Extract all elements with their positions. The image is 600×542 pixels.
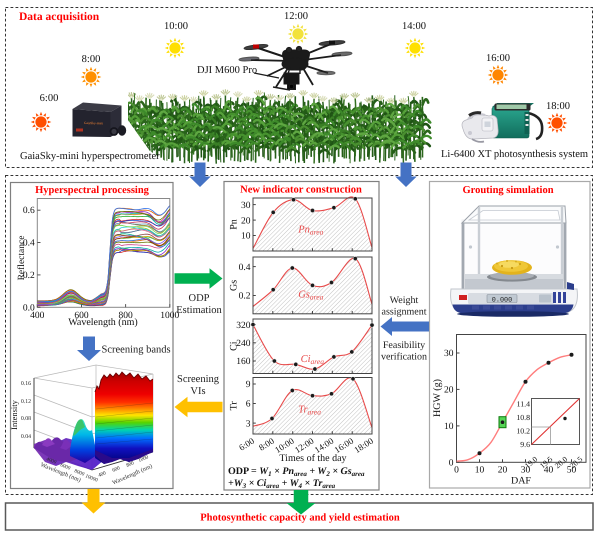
svg-text:11.4: 11.4 bbox=[517, 400, 530, 409]
svg-text:Screening: Screening bbox=[177, 374, 220, 385]
svg-text:320: 320 bbox=[236, 321, 251, 331]
svg-text:Tr: Tr bbox=[229, 401, 240, 411]
svg-text:Photosynthetic capacity and yi: Photosynthetic capacity and yield estima… bbox=[200, 513, 400, 524]
svg-text:10: 10 bbox=[241, 232, 251, 242]
svg-text:Intensity: Intensity bbox=[9, 399, 19, 429]
svg-text:Wavelength (nm): Wavelength (nm) bbox=[68, 317, 137, 328]
svg-text:9.6: 9.6 bbox=[520, 440, 530, 449]
svg-text:6:00: 6:00 bbox=[40, 93, 59, 104]
svg-text:16:00: 16:00 bbox=[486, 53, 510, 64]
svg-text:0.08: 0.08 bbox=[21, 416, 31, 422]
svg-text:HGW (g): HGW (g) bbox=[432, 379, 443, 417]
svg-text:30: 30 bbox=[444, 349, 454, 359]
svg-text:0.4: 0.4 bbox=[239, 263, 251, 273]
svg-text:20: 20 bbox=[241, 216, 251, 226]
svg-text:Gs: Gs bbox=[229, 280, 240, 291]
svg-text:0.2: 0.2 bbox=[239, 292, 251, 302]
svg-text:ODP: ODP bbox=[188, 293, 209, 304]
svg-text:Data acquisition: Data acquisition bbox=[19, 11, 100, 23]
svg-text:Pn: Pn bbox=[229, 219, 240, 230]
svg-text:VIs: VIs bbox=[190, 386, 205, 397]
svg-text:9: 9 bbox=[246, 380, 251, 390]
svg-text:DJI M600 Pro: DJI M600 Pro bbox=[197, 65, 257, 76]
svg-text:Grouting simulation: Grouting simulation bbox=[462, 185, 553, 196]
svg-text:10.2: 10.2 bbox=[516, 427, 530, 436]
svg-text:10:00: 10:00 bbox=[164, 21, 188, 32]
svg-text:New indicator construction: New indicator construction bbox=[240, 185, 362, 196]
svg-text:0.12: 0.12 bbox=[21, 399, 31, 405]
svg-text:30: 30 bbox=[241, 201, 251, 211]
svg-text:verification: verification bbox=[381, 352, 427, 363]
svg-text:0: 0 bbox=[454, 466, 459, 476]
svg-text:DAF: DAF bbox=[511, 476, 531, 487]
svg-text:20: 20 bbox=[444, 386, 454, 396]
svg-text:0.000: 0.000 bbox=[492, 297, 512, 305]
svg-text:Estimation: Estimation bbox=[176, 305, 222, 316]
svg-text:GaiaSky-mini: GaiaSky-mini bbox=[84, 121, 103, 125]
svg-text:Li-6400 XT photosynthesis syst: Li-6400 XT photosynthesis system bbox=[441, 149, 588, 160]
svg-text:0.04: 0.04 bbox=[21, 434, 31, 440]
svg-text:12:00: 12:00 bbox=[284, 11, 308, 22]
svg-text:Hyperspectral processing: Hyperspectral processing bbox=[35, 185, 150, 196]
svg-text:3: 3 bbox=[246, 419, 251, 429]
svg-text:GaiaSky-mini hyperspectrometer: GaiaSky-mini hyperspectrometer bbox=[20, 151, 160, 162]
svg-text:Ci: Ci bbox=[229, 341, 240, 351]
svg-text:assignment: assignment bbox=[382, 307, 427, 318]
svg-text:20: 20 bbox=[498, 466, 508, 476]
svg-text:18:00: 18:00 bbox=[546, 101, 570, 112]
svg-text:0.16: 0.16 bbox=[21, 381, 31, 387]
svg-text:Times of the day: Times of the day bbox=[279, 453, 346, 464]
svg-text:Screening bands: Screening bands bbox=[102, 345, 171, 356]
svg-text:Reflectance: Reflectance bbox=[17, 236, 27, 281]
svg-text:0: 0 bbox=[449, 459, 454, 469]
svg-text:Feasibility: Feasibility bbox=[383, 340, 425, 351]
svg-text:10: 10 bbox=[444, 422, 454, 432]
svg-text:160: 160 bbox=[236, 357, 251, 367]
svg-text:0.6: 0.6 bbox=[23, 206, 35, 216]
svg-text:10.8: 10.8 bbox=[516, 413, 530, 422]
svg-text:6: 6 bbox=[246, 400, 251, 410]
svg-text:Weight: Weight bbox=[390, 295, 419, 306]
svg-text:10: 10 bbox=[475, 466, 485, 476]
svg-text:8:00: 8:00 bbox=[82, 54, 101, 65]
svg-text:14:00: 14:00 bbox=[402, 21, 426, 32]
svg-text:400: 400 bbox=[30, 311, 45, 321]
